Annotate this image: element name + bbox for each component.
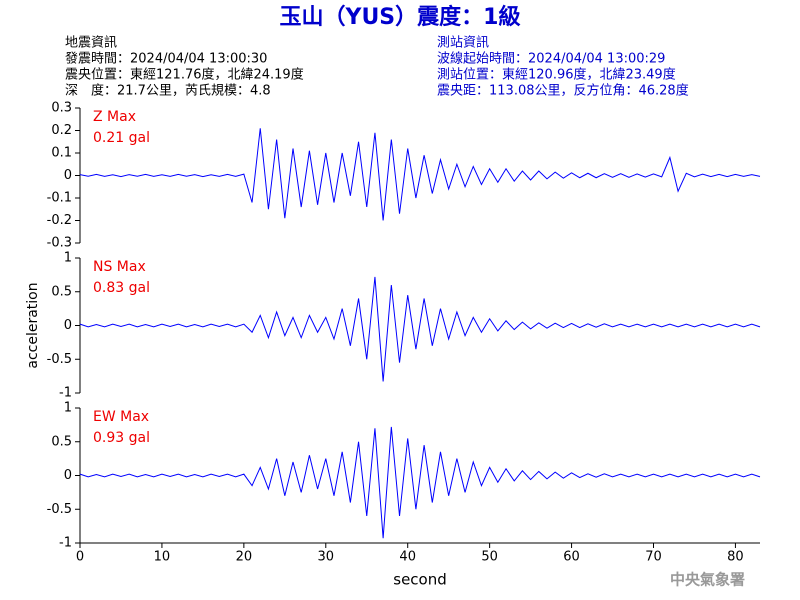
- event-info: 震央位置：東經121.76度，北緯24.19度: [65, 67, 304, 83]
- y-tick-label: -1: [59, 386, 72, 401]
- y-tick-label: 0.2: [51, 123, 72, 138]
- x-tick-label: 40: [399, 550, 416, 565]
- max-label: EW Max: [93, 409, 149, 425]
- x-tick-label: 20: [236, 550, 253, 565]
- y-tick-label: 0: [64, 168, 72, 183]
- y-tick-label: 1: [64, 401, 72, 416]
- y-tick-label: -0.2: [47, 213, 72, 228]
- y-tick-label: -0.5: [47, 502, 72, 517]
- x-tick-label: 0: [76, 550, 84, 565]
- station-info: 震央距：113.08公里，反方位角：46.28度: [437, 83, 689, 99]
- y-tick-label: 0.5: [51, 284, 72, 299]
- y-tick-label: -1: [59, 536, 72, 551]
- x-tick-label: 80: [727, 550, 744, 565]
- x-axis-label: second: [393, 571, 447, 589]
- waveform: [79, 426, 761, 539]
- event-info: 深 度：21.7公里，芮氏規模：4.8: [65, 83, 271, 99]
- y-tick-label: -0.5: [47, 352, 72, 367]
- x-tick-label: 70: [645, 550, 662, 565]
- waveform: [79, 128, 761, 221]
- x-tick-label: 60: [563, 550, 580, 565]
- max-label: 0.83 gal: [93, 280, 150, 296]
- station-info: 測站資訊: [437, 36, 489, 51]
- chart-title: 玉山（YUS）震度：1級: [280, 4, 521, 30]
- y-tick-label: 0: [64, 468, 72, 483]
- station-info: 波線起始時間：2024/04/04 13:00:29: [437, 51, 665, 67]
- max-label: 0.93 gal: [93, 430, 150, 446]
- event-info: 地震資訊: [65, 36, 117, 51]
- waveform: [79, 276, 761, 382]
- max-label: NS Max: [93, 259, 146, 275]
- max-label: 0.21 gal: [93, 130, 150, 146]
- footer: 中央氣象署: [670, 571, 745, 589]
- x-tick-label: 30: [318, 550, 335, 565]
- y-tick-label: 0: [64, 318, 72, 333]
- y-tick-label: -0.1: [47, 191, 72, 206]
- x-tick-label: 50: [481, 550, 498, 565]
- x-tick-label: 10: [154, 550, 171, 565]
- event-info: 發震時間：2024/04/04 13:00:30: [65, 52, 267, 67]
- y-tick-label: 0.5: [51, 434, 72, 449]
- y-axis-label: acceleration: [25, 282, 41, 368]
- y-tick-label: -0.3: [47, 236, 72, 251]
- station-info: 測站位置：東經120.96度，北緯23.49度: [437, 67, 676, 83]
- y-tick-label: 0.1: [51, 146, 72, 161]
- max-label: Z Max: [93, 109, 136, 125]
- y-tick-label: 1: [64, 251, 72, 266]
- y-tick-label: 0.3: [51, 101, 72, 116]
